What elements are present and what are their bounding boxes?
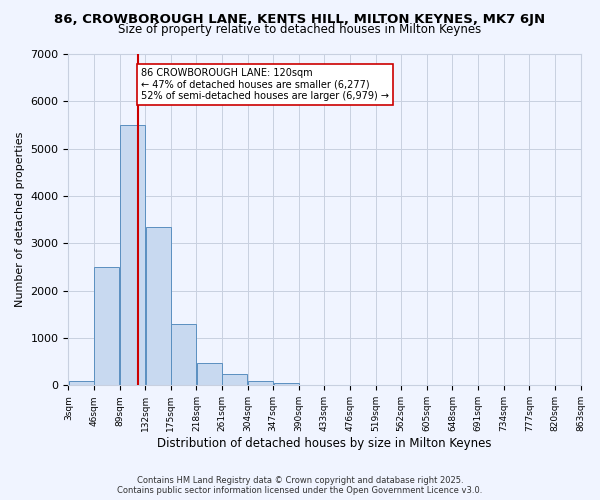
Text: 86, CROWBOROUGH LANE, KENTS HILL, MILTON KEYNES, MK7 6JN: 86, CROWBOROUGH LANE, KENTS HILL, MILTON… [55, 12, 545, 26]
Bar [120, 125, 145, 386]
Text: 86 CROWBOROUGH LANE: 120sqm
← 47% of detached houses are smaller (6,277)
52% of : 86 CROWBOROUGH LANE: 120sqm ← 47% of det… [141, 68, 389, 102]
Y-axis label: Number of detached properties: Number of detached properties [15, 132, 25, 308]
Bar [248, 380, 273, 386]
Bar [274, 383, 299, 386]
Bar [197, 362, 222, 386]
Bar [94, 267, 119, 386]
Bar [69, 380, 94, 386]
Bar [223, 374, 247, 386]
Bar [146, 227, 170, 386]
X-axis label: Distribution of detached houses by size in Milton Keynes: Distribution of detached houses by size … [157, 437, 492, 450]
Bar [171, 324, 196, 386]
Text: Contains HM Land Registry data © Crown copyright and database right 2025.
Contai: Contains HM Land Registry data © Crown c… [118, 476, 482, 495]
Text: Size of property relative to detached houses in Milton Keynes: Size of property relative to detached ho… [118, 22, 482, 36]
